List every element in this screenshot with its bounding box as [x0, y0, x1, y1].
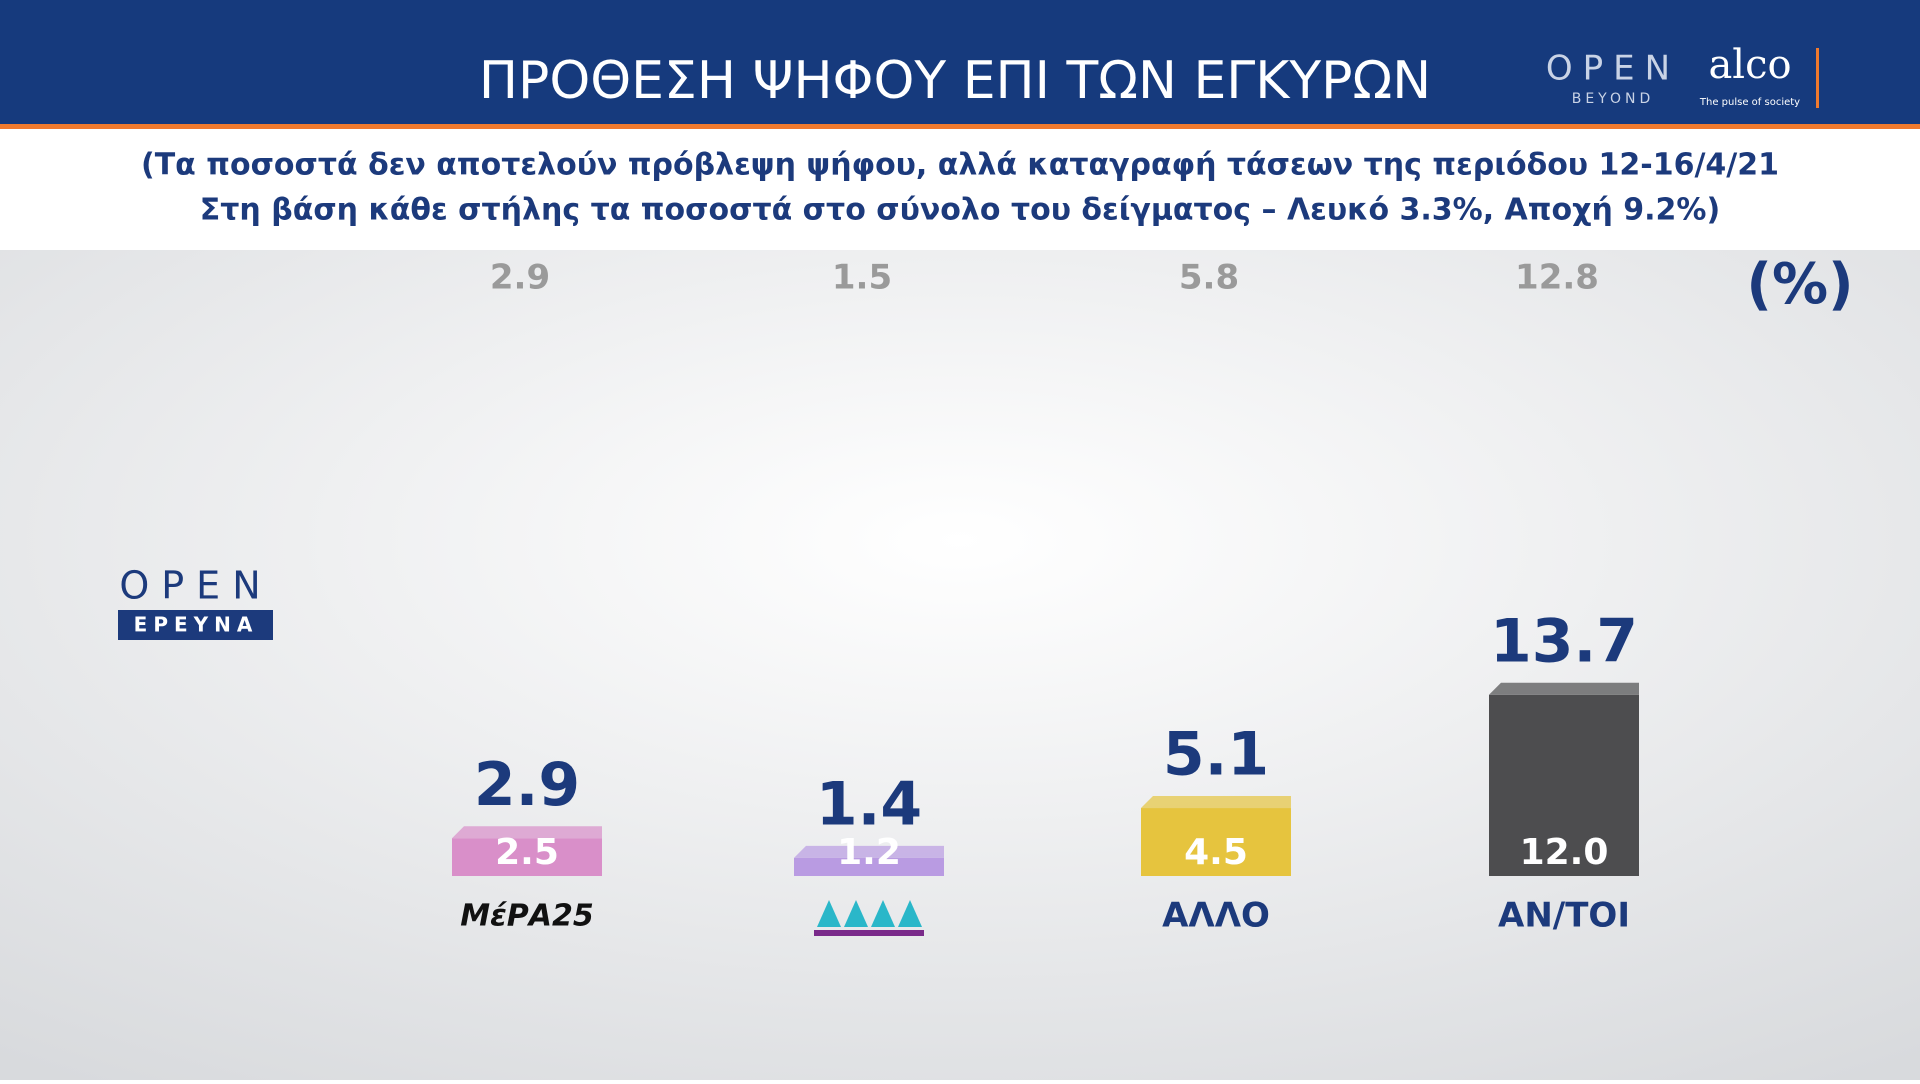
category-label: ΜέΡΑ25: [460, 899, 594, 934]
bar-top: [452, 826, 602, 839]
background: [0, 250, 1920, 1080]
title: ΠΡΟΘΕΣΗ ΨΗΦΟΥ ΕΠΙ ΤΩΝ ΕΓΚΥΡΩΝ: [479, 51, 1431, 111]
category-label: ΑΝ/ΤΟΙ: [1498, 896, 1630, 936]
subtitle-line: Στη βάση κάθε στήλης τα ποσοστά στο σύνο…: [200, 193, 1720, 228]
header-bar: [0, 0, 1920, 124]
partner: alco: [1708, 42, 1791, 88]
bar: [452, 838, 602, 876]
valid-value-label: 5.1: [1163, 720, 1269, 790]
valid-value-label: 13.7: [1490, 606, 1638, 676]
brand: OPEN: [1546, 49, 1680, 89]
bar-value-label: 1.2: [837, 832, 901, 873]
subtitle-line: (Τα ποσοστά δεν αποτελούν πρόβλεψη ψήφου…: [141, 148, 1779, 183]
category-logo: [871, 900, 895, 927]
previous-value-label: 1.5: [832, 258, 892, 298]
bar-value-label: 12.0: [1520, 832, 1609, 873]
category-logo: [844, 900, 868, 927]
valid-value-label: 1.4: [816, 769, 922, 839]
previous-value-label: 2.9: [490, 258, 550, 298]
unit-label: (%): [1746, 252, 1853, 317]
previous-value-label: 5.8: [1179, 258, 1239, 298]
category-label: ΑΛΛΟ: [1162, 896, 1270, 936]
previous-value-label: 12.8: [1515, 258, 1599, 298]
category-logo: [814, 930, 924, 936]
bar: [1489, 694, 1639, 876]
bar-top: [794, 845, 944, 858]
bar-value-label: 4.5: [1184, 832, 1248, 873]
side-label: ΕΡΕΥΝΑ: [134, 613, 259, 637]
bar-top: [1141, 796, 1291, 809]
side-label-bg: [118, 610, 273, 640]
divider: [1816, 48, 1819, 108]
category-logo: [817, 900, 841, 927]
bar-top: [1489, 682, 1639, 695]
bar: [794, 857, 944, 876]
bar: [1141, 808, 1291, 876]
bar-value-label: 2.5: [495, 832, 559, 873]
brand-sub: BEYOND: [1572, 91, 1655, 107]
subtitle-band: [0, 129, 1920, 250]
partner-tagline: The pulse of society: [1699, 97, 1800, 108]
category-logo: [898, 900, 922, 927]
side-brand: OPEN: [119, 564, 272, 608]
valid-value-label: 2.9: [474, 750, 580, 820]
header-accent: [0, 124, 1920, 129]
